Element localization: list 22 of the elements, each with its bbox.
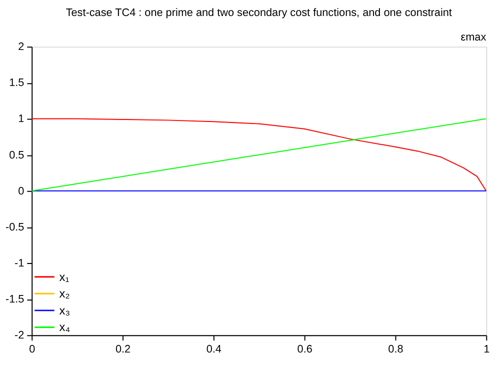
legend-label: x₂ [59,286,70,301]
y-tick-label: 1.5 [9,77,24,90]
line-series [31,118,487,192]
y-tick-label: -1 [14,257,24,270]
y-tick-label: -2 [14,330,24,342]
legend-label: x₄ [59,320,70,334]
x-tick-label: 0.8 [388,343,404,356]
y-tick-label: -1.5 [5,294,24,306]
chart-title: Test-case TC4 : one prime and two secondary cost functions, and one constraint [66,6,452,19]
x-tick-label: 0.4 [206,343,222,356]
x-tick-label: 0.2 [115,343,131,356]
y-tick-label: 0.5 [9,149,24,162]
legend-label: x₁ [59,270,70,284]
y-tick-label: 2 [18,41,24,54]
y-tick-label: -0.5 [5,221,24,234]
legend-label: x₃ [59,303,70,318]
x-tick-label: 1 [484,343,490,356]
y-tick-label: 0 [18,185,24,198]
y-tick-label: 1 [18,113,24,126]
x-tick-label: 0 [29,343,36,356]
x-tick-label: 0.6 [297,343,312,356]
x-axis-title: εmax [460,32,487,44]
